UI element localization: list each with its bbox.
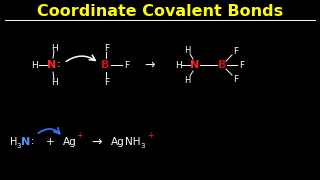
Text: F: F	[104, 44, 109, 53]
Text: H: H	[175, 60, 181, 69]
Text: +: +	[76, 132, 82, 141]
Text: H: H	[10, 137, 18, 147]
Text: NH: NH	[125, 137, 141, 147]
Text: H: H	[32, 60, 38, 69]
Text: +: +	[46, 137, 54, 147]
Text: H: H	[184, 75, 190, 84]
Text: H: H	[51, 44, 57, 53]
Text: :: :	[57, 59, 61, 69]
Text: →: →	[92, 136, 102, 148]
Text: 3: 3	[17, 143, 21, 149]
Text: Ag: Ag	[111, 137, 125, 147]
Text: F: F	[104, 78, 109, 87]
Text: F: F	[124, 60, 130, 69]
Text: N: N	[190, 60, 200, 70]
Text: +: +	[147, 132, 153, 141]
Text: N: N	[21, 137, 31, 147]
Text: F: F	[233, 75, 239, 84]
Text: B: B	[218, 60, 226, 70]
Text: F: F	[233, 46, 239, 55]
Text: H: H	[51, 78, 57, 87]
Text: →: →	[145, 58, 155, 71]
Text: H: H	[184, 46, 190, 55]
Text: Ag: Ag	[63, 137, 77, 147]
Text: F: F	[239, 60, 244, 69]
Text: N: N	[47, 60, 57, 70]
Text: Coordinate Covalent Bonds: Coordinate Covalent Bonds	[37, 3, 283, 19]
Text: :: :	[31, 136, 35, 146]
Text: B: B	[101, 60, 109, 70]
Text: 3: 3	[141, 143, 145, 149]
